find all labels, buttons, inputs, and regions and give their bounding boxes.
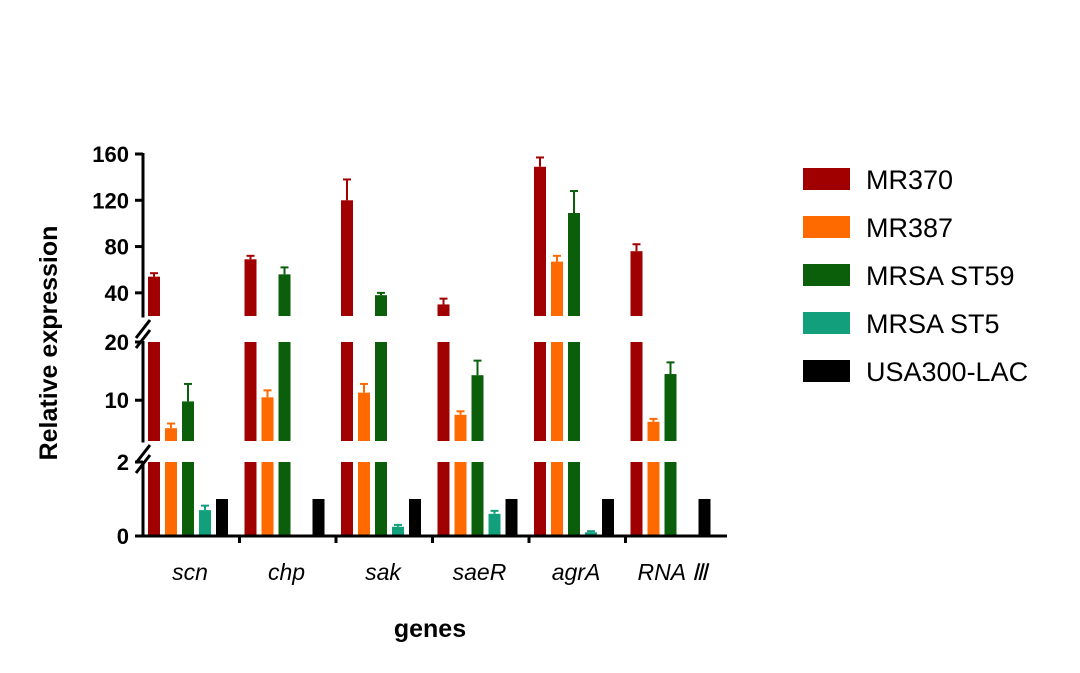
- axis-break-mark: [134, 319, 152, 339]
- x-tick-label: scn: [172, 559, 208, 585]
- bar-mr387-3: [454, 414, 467, 441]
- bar-mr387-0: [165, 462, 177, 536]
- bar-usa300-lac-2: [409, 499, 421, 536]
- legend-swatch: [803, 216, 850, 238]
- axis-break-mark: [134, 329, 152, 349]
- bar-mr387-1: [261, 462, 274, 536]
- bar-mr370-2: [341, 462, 353, 536]
- bar-mrsa-st59-1: [278, 342, 291, 441]
- bar-mr370-2: [341, 200, 353, 316]
- legend-swatch: [803, 312, 850, 334]
- bar-mrsa-st59-3: [471, 462, 484, 536]
- bars-layer: [148, 156, 711, 536]
- bar-mr370-5: [630, 342, 643, 441]
- bar-mrsa-st59-1: [278, 274, 291, 316]
- bar-usa300-lac-1: [312, 499, 325, 536]
- bar-mrsa-st59-2: [375, 295, 387, 316]
- bar-mrsa-st5-4: [585, 532, 597, 536]
- bar-mrsa-st59-5: [664, 374, 677, 441]
- bar-mr370-0: [148, 276, 160, 316]
- bar-mrsa-st59-4: [568, 342, 580, 441]
- bar-mrsa-st59-2: [375, 342, 387, 441]
- bar-usa300-lac-4: [602, 499, 614, 536]
- bar-mr370-0: [148, 462, 160, 536]
- y-axis-title: Relative expression: [35, 226, 63, 461]
- y-tick-label: 120: [92, 188, 129, 213]
- y-tick-label: 0: [117, 524, 129, 549]
- bar-mr370-4: [534, 342, 546, 441]
- bar-usa300-lac-5: [698, 499, 711, 536]
- bar-mr370-0: [148, 342, 160, 441]
- legend-swatch: [803, 264, 850, 286]
- bar-mr370-3: [437, 342, 450, 441]
- bar-usa300-lac-3: [505, 499, 518, 536]
- bar-mrsa-st5-3: [488, 513, 501, 536]
- bar-mr387-1: [261, 397, 274, 441]
- bar-mr387-2: [358, 392, 370, 441]
- y-tick-label: 20: [105, 330, 129, 355]
- x-tick-label: RNA Ⅲ: [638, 559, 710, 585]
- bar-mrsa-st59-5: [664, 462, 677, 536]
- y-tick-label: 160: [92, 142, 129, 167]
- y-tick-label: 2: [117, 450, 129, 475]
- legend-swatch: [803, 168, 850, 190]
- y-tick-label: 10: [105, 388, 129, 413]
- bar-mrsa-st59-4: [568, 462, 580, 536]
- legend-label: MR370: [866, 165, 953, 195]
- x-tick-label: sak: [365, 559, 402, 585]
- bar-mr370-4: [534, 462, 546, 536]
- bar-mr370-1: [244, 259, 257, 316]
- bar-mrsa-st59-4: [568, 213, 580, 316]
- legend-label: USA300-LAC: [866, 357, 1028, 387]
- legend: MR370 MR387 MRSA ST59 MRSA ST5 USA300-LAC: [803, 165, 1028, 387]
- bar-usa300-lac-0: [216, 499, 228, 536]
- bar-mrsa-st59-1: [278, 462, 291, 536]
- legend-swatch: [803, 360, 850, 382]
- bar-mr387-5: [647, 421, 660, 441]
- bar-mrsa-st59-0: [182, 462, 194, 536]
- bar-mr370-3: [437, 304, 450, 316]
- bar-mrsa-st5-2: [392, 526, 404, 536]
- bar-mr370-4: [534, 166, 546, 316]
- legend-label: MRSA ST5: [866, 309, 1000, 339]
- legend-label: MRSA ST59: [866, 261, 1015, 291]
- bar-mr387-0: [165, 428, 177, 441]
- x-axis-title: genes: [394, 615, 466, 643]
- bar-mr370-1: [244, 342, 257, 441]
- bar-mr370-5: [630, 251, 643, 316]
- bar-mrsa-st59-0: [182, 401, 194, 441]
- x-tick-label: agrA: [552, 559, 601, 585]
- axis-break-mark: [134, 454, 152, 474]
- bar-mr370-2: [341, 342, 353, 441]
- bar-mr387-2: [358, 462, 370, 536]
- bar-mr387-3: [454, 462, 467, 536]
- bar-mr387-5: [647, 462, 660, 536]
- bar-mr370-1: [244, 462, 257, 536]
- bar-mrsa-st59-3: [471, 375, 484, 441]
- bar-mrsa-st59-2: [375, 462, 387, 536]
- bar-mr387-4: [551, 261, 563, 316]
- bar-mr370-5: [630, 462, 643, 536]
- axis-layer: scn chp sak saeR agrA RNA Ⅲ 0 2 10 20 40 80 120 160: [92, 142, 727, 585]
- bar-mr387-4: [551, 342, 563, 441]
- bar-mr370-3: [437, 462, 450, 536]
- axis-break-mark: [134, 444, 152, 464]
- y-tick-label: 40: [105, 281, 129, 306]
- y-tick-label: 80: [105, 235, 129, 260]
- bar-mr387-4: [551, 462, 563, 536]
- x-tick-label: chp: [268, 559, 305, 585]
- x-tick-label: saeR: [453, 559, 507, 585]
- legend-label: MR387: [866, 213, 953, 243]
- bar-mrsa-st5-0: [199, 510, 211, 536]
